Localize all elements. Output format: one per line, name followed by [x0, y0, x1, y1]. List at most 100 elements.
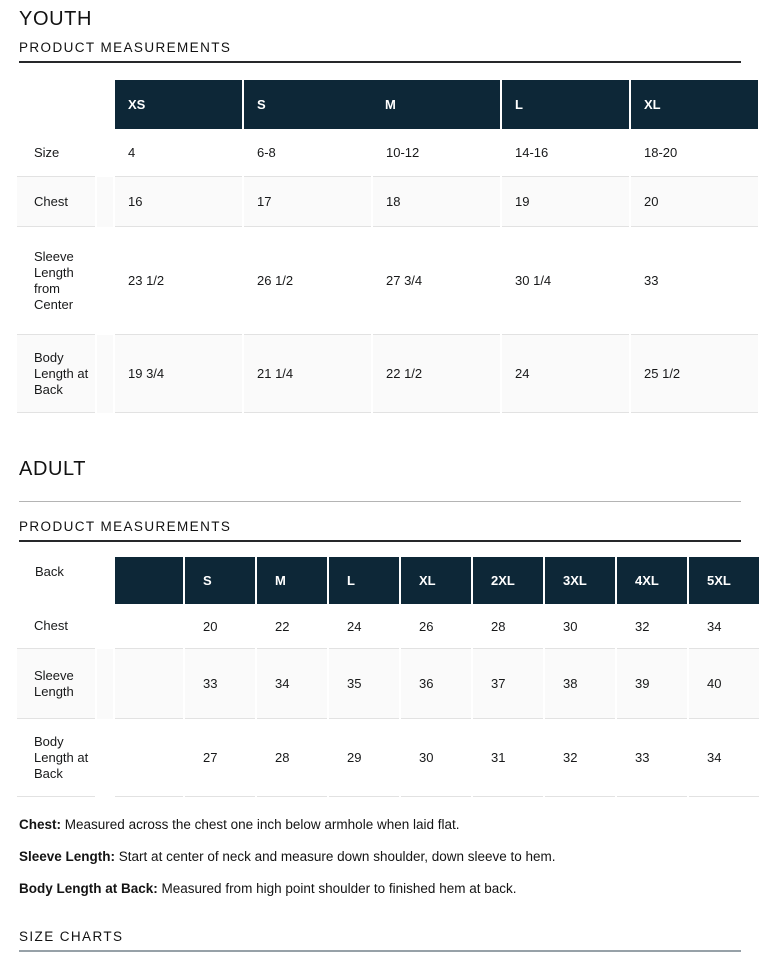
spacer-cell	[97, 649, 113, 719]
adult-col-header-3xl: 3XL	[545, 557, 615, 604]
measurement-cell: 24	[329, 604, 399, 649]
spacer-cell	[97, 177, 113, 227]
note-chest-text: Measured across the chest one inch below…	[64, 817, 460, 832]
youth-col-header-s: S	[257, 97, 266, 112]
measurement-cell: 38	[545, 649, 615, 719]
measurement-cell: 19	[502, 177, 630, 227]
row-label: Size	[17, 129, 95, 177]
youth-product-measurements-heading: PRODUCT MEASUREMENTS	[19, 40, 741, 63]
measurement-cell: 30	[401, 719, 471, 797]
measurement-cell: 28	[473, 604, 543, 649]
measurement-cell: 20	[185, 604, 255, 649]
adult-col-header-l: L	[329, 557, 399, 604]
measurement-cell: 21 1/4	[244, 335, 371, 413]
measurement-notes: Chest: Measured across the chest one inc…	[0, 815, 759, 898]
youth-col-header-l: L	[502, 80, 630, 129]
measurement-cell: 14-16	[502, 129, 630, 177]
table-row: Chest 20 22 24 26 28 30 32 34	[17, 604, 759, 649]
adult-measurements-table: Back S M L XL 2XL 3XL 4XL 5XL Chest 20 22 2…	[15, 557, 759, 797]
measurement-cell: 28	[257, 719, 327, 797]
youth-section-heading: YOUTH	[19, 8, 92, 30]
spacer-cell	[97, 604, 113, 649]
row-label: Chest	[17, 604, 95, 649]
measurement-cell: 33	[617, 719, 687, 797]
spacer-cell	[97, 129, 113, 177]
table-row: Size 4 6-8 10-12 14-16 18-20	[17, 129, 759, 177]
row-label: Body Length at Back	[17, 335, 95, 413]
measurement-cell: 26 1/2	[244, 227, 371, 335]
spacer-cell	[97, 227, 113, 335]
note-body-text: Measured from high point shoulder to fin…	[161, 881, 517, 896]
measurement-cell: 20	[631, 177, 759, 227]
measurement-cell: 29	[329, 719, 399, 797]
measurement-cell: 35	[329, 649, 399, 719]
measurement-cell: 25 1/2	[631, 335, 759, 413]
note-sleeve-term: Sleeve Length:	[19, 849, 116, 864]
measurement-cell: 18	[373, 177, 501, 227]
measurement-cell: 40	[689, 649, 759, 719]
spacer-cell	[97, 557, 113, 604]
measurement-cell: 24	[502, 335, 630, 413]
adult-col-header-4xl: 4XL	[617, 557, 687, 604]
adult-col-header-2xl: 2XL	[473, 557, 543, 604]
adult-col-header-m: M	[257, 557, 327, 604]
measurement-cell: 30	[545, 604, 615, 649]
measurement-cell: 39	[617, 649, 687, 719]
adult-section-heading: ADULT	[19, 458, 87, 480]
note-chest: Chest: Measured across the chest one inc…	[19, 815, 759, 834]
measurement-cell: 34	[689, 604, 759, 649]
youth-measurements-table: XS S M L XL Size 4 6-8 10-12 14-16 18-20 Chest…	[15, 80, 759, 413]
measurement-cell: 27	[185, 719, 255, 797]
table-row: Body Length at Back 19 3/4 21 1/4 22 1/2 24 2…	[17, 335, 759, 413]
measurement-cell: 4	[115, 129, 242, 177]
youth-header-row: XS S M L XL	[17, 80, 759, 129]
row-label: Sleeve Length	[17, 649, 95, 719]
measurement-cell: 30 1/4	[502, 227, 630, 335]
spacer-cell	[97, 335, 113, 413]
measurement-cell: 22 1/2	[373, 335, 501, 413]
measurement-cell: 27 3/4	[373, 227, 501, 335]
youth-col-header-xl: XL	[631, 80, 759, 129]
adult-col-header-xl: XL	[401, 557, 471, 604]
row-label: Chest	[17, 177, 95, 227]
measurement-cell: 6-8	[244, 129, 371, 177]
measurement-cell: 31	[473, 719, 543, 797]
empty-lead-cell	[115, 604, 183, 649]
table-row: Chest 16 17 18 19 20	[17, 177, 759, 227]
measurement-cell: 33	[185, 649, 255, 719]
note-chest-term: Chest:	[19, 817, 62, 832]
note-sleeve-text: Start at center of neck and measure down…	[118, 849, 556, 864]
note-body-term: Body Length at Back:	[19, 881, 158, 896]
note-sleeve-length: Sleeve Length: Start at center of neck a…	[19, 847, 759, 866]
measurement-cell: 26	[401, 604, 471, 649]
spacer-cell	[97, 80, 113, 129]
table-row: Sleeve Length 33 34 35 36 37 38 39 40	[17, 649, 759, 719]
empty-lead-cell	[115, 649, 183, 719]
measurement-cell: 18-20	[631, 129, 759, 177]
table-row: Body Length at Back 27 28 29 30 31 32 33 34	[17, 719, 759, 797]
youth-col-header-s-m: S M	[244, 80, 501, 129]
size-charts-heading: SIZE CHARTS	[19, 929, 741, 952]
measurement-cell: 32	[617, 604, 687, 649]
measurement-cell: 37	[473, 649, 543, 719]
measurement-cell: 19 3/4	[115, 335, 242, 413]
measurement-cell: 36	[401, 649, 471, 719]
measurement-cell: 10-12	[373, 129, 501, 177]
measurement-cell: 17	[244, 177, 371, 227]
adult-header-row: Back S M L XL 2XL 3XL 4XL 5XL	[17, 557, 759, 604]
adult-col-header-5xl: 5XL	[689, 557, 759, 604]
measurement-cell: 16	[115, 177, 242, 227]
row-label: Sleeve Length from Center	[17, 227, 95, 335]
adult-col-header-empty	[115, 557, 183, 604]
adult-col-header-s: S	[185, 557, 255, 604]
section-divider	[19, 501, 741, 502]
measurement-cell: 34	[689, 719, 759, 797]
adult-product-measurements-heading: PRODUCT MEASUREMENTS	[19, 519, 741, 542]
table-row: Sleeve Length from Center 23 1/2 26 1/2 27 …	[17, 227, 759, 335]
measurement-cell: 22	[257, 604, 327, 649]
measurement-cell: 34	[257, 649, 327, 719]
adult-header-corner-label: Back	[35, 564, 64, 579]
youth-col-header-m: M	[385, 97, 396, 112]
youth-header-corner-cell	[17, 80, 95, 129]
youth-col-header-xs: XS	[115, 80, 242, 129]
